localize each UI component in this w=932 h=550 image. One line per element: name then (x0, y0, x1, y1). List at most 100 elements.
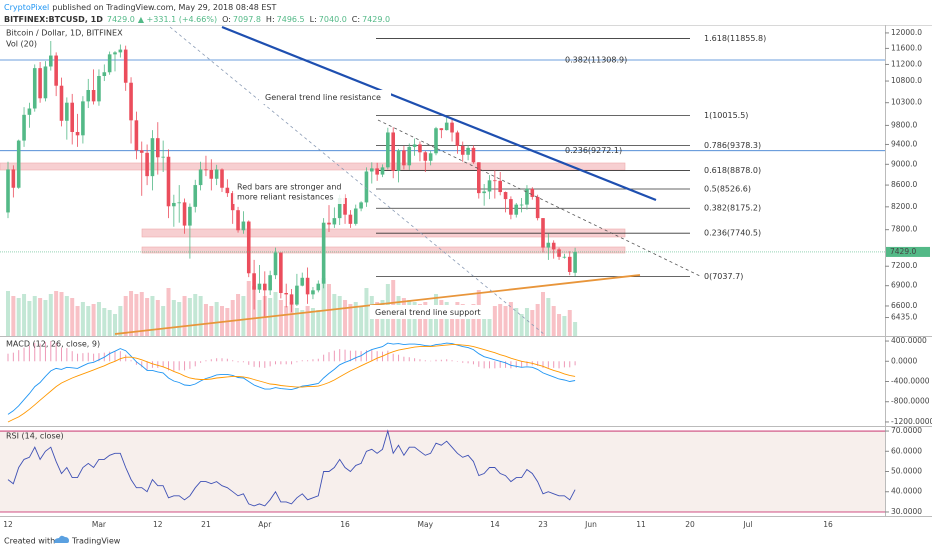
volume-bar (252, 286, 257, 336)
y-tick-label: 6600.0 (891, 301, 917, 310)
publish-line: CryptoPixel published on TradingView.com,… (4, 3, 276, 12)
candle-body (32, 68, 37, 109)
histogram-bar (93, 353, 95, 362)
y-tick-label: 9400.0 (891, 139, 917, 148)
candle-body (343, 198, 347, 215)
histogram-bar (178, 361, 180, 371)
y-tick-label: 8600.0 (891, 180, 917, 189)
fib-label: 0.5(8526.6) (704, 184, 751, 193)
ohlc-key: L: (310, 15, 317, 24)
candle-body (11, 169, 16, 188)
volume-bar (546, 298, 551, 336)
volume-bar (11, 296, 16, 336)
histogram-bar (333, 350, 335, 362)
histogram-bar (317, 358, 319, 362)
volume-bar (551, 306, 556, 336)
volume-bar (145, 298, 150, 336)
histogram-bar (478, 361, 480, 367)
histogram-bar (542, 361, 544, 368)
x-tick-label: 23 (538, 520, 548, 529)
histogram-bar (18, 350, 20, 362)
y-tick-label: 50.0000 (891, 467, 922, 476)
candle-body (279, 252, 283, 294)
histogram-bar (403, 356, 405, 362)
volume-bar (22, 294, 27, 336)
candle-body (16, 140, 21, 188)
volume-bar (524, 308, 529, 336)
histogram-bar (23, 347, 25, 362)
candle-body (86, 90, 91, 102)
y-tick-label: 6900.0 (891, 281, 917, 290)
histogram-bar (173, 361, 175, 371)
chart-title: Bitcoin / Dollar, 1D, BITFINEX (6, 29, 123, 38)
candle-body (332, 218, 337, 225)
y-tick-label: 10800.0 (891, 76, 922, 85)
volume-bar (316, 310, 321, 336)
candle-body (391, 132, 395, 171)
histogram-bar (558, 361, 560, 369)
volume-bar (75, 306, 80, 336)
candle-body (81, 101, 85, 136)
histogram-bar (114, 351, 116, 362)
histogram-bar (489, 361, 490, 369)
y-tick-label: -400.0000 (891, 377, 930, 386)
candle-body (182, 202, 187, 226)
histogram-bar (109, 351, 111, 362)
histogram-bar (339, 349, 341, 362)
candle-body (316, 283, 321, 291)
volume-bar (332, 294, 337, 336)
candle-body (573, 251, 577, 273)
volume-bar (310, 308, 315, 336)
volume-bar (113, 314, 117, 336)
y-tick-label: 0.0000 (891, 356, 917, 365)
histogram-bar (569, 361, 571, 368)
volume-bar (161, 306, 166, 336)
histogram-bar (440, 359, 442, 362)
candle-body (530, 188, 535, 197)
candle-body (295, 285, 299, 305)
histogram-bar (387, 350, 389, 362)
candle-body (91, 90, 96, 102)
logo (54, 535, 69, 543)
footer-created: Created with (4, 537, 55, 546)
histogram-bar (505, 361, 507, 368)
fib-label: 1.618(11855.8) (704, 34, 766, 43)
volume-bar (450, 306, 455, 336)
volume-bar (177, 302, 182, 336)
candle-body (70, 102, 74, 132)
volume-bar (139, 292, 144, 336)
candle-body (284, 293, 288, 295)
volume-bar (337, 296, 342, 336)
histogram-bar (168, 361, 169, 371)
volume-bar (150, 296, 155, 336)
author[interactable]: CryptoPixel (4, 3, 49, 12)
histogram-bar (39, 343, 41, 362)
candle-body (107, 54, 112, 73)
volume-bar (32, 296, 37, 336)
candle-body (428, 153, 433, 161)
histogram-bar (547, 361, 549, 368)
histogram-bar (371, 350, 373, 362)
candle-body (460, 145, 465, 155)
candle-body (477, 162, 481, 194)
candle-body (289, 294, 294, 305)
histogram-bar (499, 361, 501, 368)
candle-body (123, 49, 128, 83)
histogram-bar (275, 361, 276, 365)
histogram-bar (82, 353, 84, 362)
candle-body (396, 150, 401, 171)
histogram-bar (349, 350, 351, 362)
footer-brand[interactable]: TradingView (71, 537, 121, 546)
histogram-bar (398, 354, 400, 362)
y-tick-label: 7200.0 (891, 261, 917, 270)
volume-bar (70, 298, 75, 336)
volume-bar (348, 304, 353, 336)
candle-body (193, 185, 198, 207)
histogram-bar (365, 350, 367, 362)
fib-label: 0.382(8175.2) (704, 204, 761, 213)
volume-bar (492, 306, 497, 336)
histogram-bar (328, 352, 330, 362)
axes: 12000.0 11600.0 11200.0 10800.0 10300.0 9800.… (3, 28, 932, 529)
x-tick-label: 12 (3, 520, 13, 529)
volume-bar (246, 281, 251, 336)
